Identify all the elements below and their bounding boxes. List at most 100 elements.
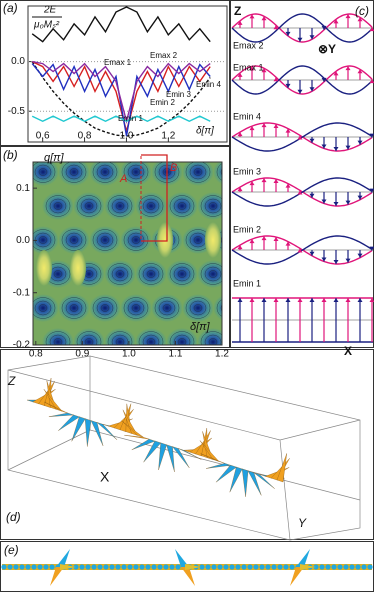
cone — [44, 401, 68, 414]
arrow-head — [333, 201, 339, 206]
contour-line — [115, 270, 125, 278]
chain-bead — [175, 564, 181, 570]
chain-bead — [19, 564, 25, 570]
contour-well — [104, 192, 136, 220]
data-line — [31, 61, 211, 137]
chain-bead — [205, 564, 211, 570]
contour-line — [200, 263, 222, 285]
contour-line — [123, 297, 149, 319]
y-label: q[π] — [44, 152, 65, 164]
axis-label: Z — [7, 374, 16, 388]
x-label: δ[π] — [196, 126, 214, 137]
contour-line — [53, 338, 63, 345]
data-line — [31, 60, 211, 134]
contour-well — [151, 294, 183, 322]
contour-line — [131, 304, 141, 312]
spin-cone — [296, 549, 310, 567]
contour-line — [38, 304, 48, 312]
arrow-head — [273, 25, 279, 30]
y-tick-label: -0.5 — [8, 106, 26, 117]
contour-line — [177, 338, 187, 345]
panel-label: (e) — [4, 543, 19, 557]
spin-curve — [231, 13, 373, 43]
cone — [229, 466, 243, 493]
x-tick-label: 1.0 — [122, 349, 136, 360]
contour-line — [100, 236, 110, 244]
contour-well — [89, 294, 121, 322]
contour-line — [142, 266, 160, 282]
arrow-head — [321, 77, 327, 82]
contour-line — [154, 297, 180, 319]
contour-line — [107, 331, 133, 345]
contour-line — [49, 198, 67, 214]
arrow-head — [285, 83, 291, 88]
chain-bead — [337, 564, 343, 570]
contour-well — [166, 260, 198, 288]
contour-line — [131, 168, 141, 176]
contour-well — [166, 192, 198, 220]
contour-well — [42, 192, 74, 220]
arrow-head — [309, 35, 315, 40]
arrow-head — [297, 37, 303, 42]
contour-line — [173, 334, 191, 345]
cone — [121, 420, 144, 438]
y-tick-label: 0.1 — [16, 183, 30, 194]
data-line — [31, 6, 211, 43]
chain-bead — [121, 564, 127, 570]
contour-well — [197, 260, 222, 288]
arrow-head — [285, 298, 291, 302]
chain-bead — [103, 564, 109, 570]
arrow-head — [357, 140, 363, 145]
chain-bead — [349, 564, 355, 570]
chain-bead — [235, 564, 241, 570]
arrow-head — [261, 236, 267, 241]
chain-bead — [367, 564, 373, 570]
panel-label: (d) — [6, 510, 21, 524]
row-label: Emin 3 — [233, 166, 261, 176]
arrow-head — [345, 200, 351, 205]
cone — [206, 463, 231, 469]
chain-bead — [211, 564, 217, 570]
contour-line — [204, 198, 222, 214]
plot-frame — [32, 161, 223, 346]
arrow-head — [249, 298, 255, 302]
annotation: B — [170, 162, 177, 174]
contour-line — [107, 263, 133, 285]
arrow-head — [369, 27, 374, 32]
chain-bead — [223, 564, 229, 570]
cone — [58, 414, 80, 431]
contour-line — [220, 304, 222, 312]
arrow-head — [297, 190, 303, 195]
arrow-head — [237, 245, 243, 250]
contour-hill — [36, 250, 52, 286]
contour-map — [33, 162, 222, 345]
axis-label: Z — [234, 4, 241, 18]
arrow-head — [237, 72, 243, 77]
arrow-head — [345, 145, 351, 150]
contour-line — [65, 164, 83, 180]
contour-line — [123, 162, 149, 183]
contour-line — [220, 168, 222, 176]
cone — [171, 446, 190, 469]
contour-line — [146, 202, 156, 210]
contour-line — [158, 300, 176, 316]
arrow-head — [333, 298, 339, 302]
cone — [90, 420, 104, 446]
arrow-head — [309, 87, 315, 92]
arrow-head — [237, 187, 243, 192]
contour-line — [84, 202, 94, 210]
chain-bead — [355, 564, 361, 570]
contour-line — [177, 270, 187, 278]
contour-well — [33, 226, 59, 254]
contour-line — [92, 162, 118, 183]
contour-line — [131, 236, 141, 244]
contour-line — [127, 300, 145, 316]
spin-cone — [175, 549, 189, 567]
arrow-head — [249, 181, 255, 186]
contour-well — [135, 192, 167, 220]
arrow-head — [237, 132, 243, 137]
contour-well — [197, 328, 222, 345]
arrow-head — [345, 298, 351, 302]
chain-bead — [109, 564, 115, 570]
spin-curve — [231, 177, 373, 207]
